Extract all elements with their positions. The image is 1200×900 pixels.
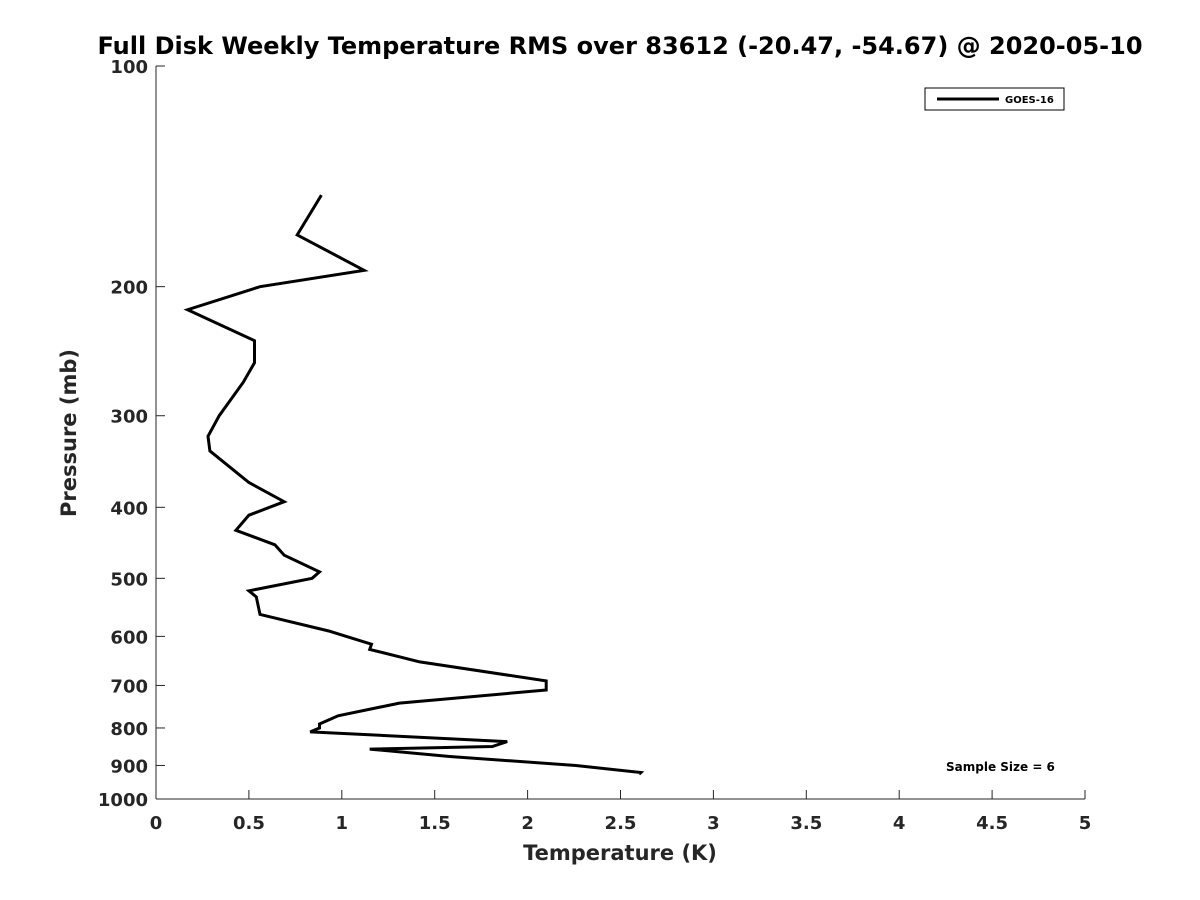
y-tick-label: 800	[110, 719, 148, 740]
x-tick-label: 5	[1079, 813, 1092, 834]
legend: GOES-16	[924, 87, 1065, 111]
y-axis-label: Pressure (mb)	[57, 349, 81, 517]
axes-group: 0 0.5 1 1.5 2 2.5 3 3.5 4 4.5 5 100 200 300 400 500 600 7…	[98, 57, 1091, 834]
y-tick-label: 200	[110, 278, 148, 299]
series-group	[183, 194, 645, 776]
x-tick-label: 4.5	[976, 813, 1008, 834]
x-tick-label: 1.5	[419, 813, 451, 834]
x-tick-label: 3	[707, 813, 720, 834]
y-tick-label: 1000	[98, 790, 148, 811]
x-tick-label: 0.5	[233, 813, 265, 834]
y-tick-label: 700	[110, 676, 148, 697]
y-tick-label: 500	[110, 569, 148, 590]
y-tick-label: 300	[110, 407, 148, 428]
x-tick-label: 0	[150, 813, 163, 834]
series-line-goes-16	[183, 194, 645, 776]
legend-label: GOES-16	[1005, 95, 1054, 106]
x-tick-label: 1	[336, 813, 349, 834]
y-tick-label: 600	[110, 627, 148, 648]
y-tick-label: 400	[110, 498, 148, 519]
y-tick-label: 100	[110, 57, 148, 78]
x-tick-label: 4	[893, 813, 906, 834]
chart-title: Full Disk Weekly Temperature RMS over 83…	[97, 32, 1142, 60]
x-tick-label: 3.5	[790, 813, 822, 834]
sample-size-annotation: Sample Size = 6	[946, 760, 1055, 774]
x-axis-label: Temperature (K)	[523, 841, 717, 865]
x-tick-label: 2.5	[605, 813, 637, 834]
x-tick-label: 2	[521, 813, 534, 834]
y-tick-label: 900	[110, 756, 148, 777]
